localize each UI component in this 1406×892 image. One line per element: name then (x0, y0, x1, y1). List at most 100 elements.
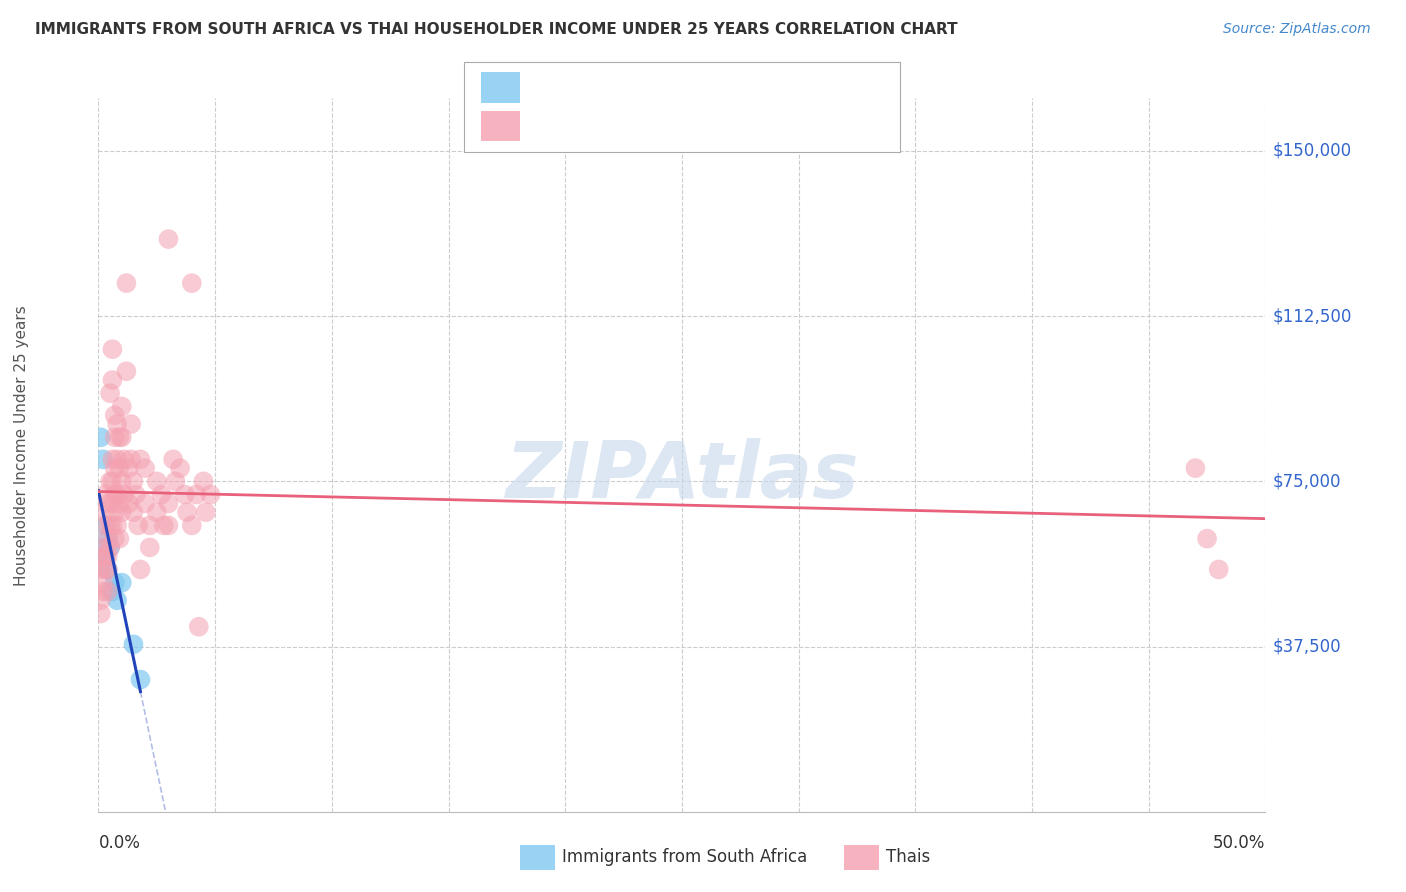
Text: Source: ZipAtlas.com: Source: ZipAtlas.com (1223, 22, 1371, 37)
Point (129, 562, 152, 576)
Point (1195, 532, 1218, 546)
Text: N =: N = (672, 117, 709, 135)
Point (90, 562, 112, 576)
Text: R =: R = (531, 117, 568, 135)
Point (98, 386, 121, 401)
Text: Immigrants from South Africa: Immigrants from South Africa (562, 848, 807, 866)
Point (157, 518, 180, 533)
Text: IMMIGRANTS FROM SOUTH AFRICA VS THAI HOUSEHOLDER INCOME UNDER 25 YEARS CORRELATI: IMMIGRANTS FROM SOUTH AFRICA VS THAI HOU… (35, 22, 957, 37)
Point (90, 430, 112, 444)
Point (94, 549, 117, 564)
Point (98, 518, 121, 533)
Text: -0.267: -0.267 (574, 78, 633, 96)
Text: N =: N = (672, 78, 709, 96)
Point (104, 461, 127, 475)
Point (122, 637, 145, 651)
Point (97, 549, 120, 564)
Point (98, 541, 121, 555)
Point (186, 487, 208, 501)
Point (105, 487, 128, 501)
Point (129, 452, 152, 467)
Point (134, 461, 156, 475)
Point (98, 541, 121, 555)
Point (101, 475, 124, 489)
Point (91, 505, 114, 519)
Text: $150,000: $150,000 (1272, 142, 1351, 160)
Point (187, 620, 209, 634)
Text: 14: 14 (714, 78, 737, 96)
Point (146, 475, 169, 489)
Point (162, 452, 184, 467)
Point (91, 575, 114, 590)
Point (111, 505, 134, 519)
Point (157, 232, 180, 246)
Point (101, 342, 124, 356)
Point (97, 562, 120, 576)
Point (101, 518, 124, 533)
Point (91, 549, 114, 564)
Point (139, 541, 162, 555)
Point (97, 496, 120, 510)
Point (125, 487, 148, 501)
Point (97, 532, 120, 546)
Point (98, 475, 121, 489)
Point (146, 505, 169, 519)
Point (104, 505, 127, 519)
Point (91, 584, 114, 599)
Point (105, 518, 128, 533)
Point (115, 364, 138, 378)
Text: 0.381: 0.381 (574, 117, 631, 135)
Point (97, 532, 120, 546)
Text: Thais: Thais (886, 848, 929, 866)
Point (118, 496, 141, 510)
Point (200, 487, 222, 501)
Point (104, 430, 127, 444)
Point (139, 518, 162, 533)
Point (104, 409, 127, 423)
Point (111, 430, 134, 444)
Point (105, 452, 128, 467)
Point (1184, 461, 1206, 475)
Point (111, 475, 134, 489)
Point (108, 430, 131, 444)
Point (101, 452, 124, 467)
Point (97, 562, 120, 576)
Point (112, 487, 135, 501)
Point (165, 475, 187, 489)
Point (118, 461, 141, 475)
Point (122, 505, 145, 519)
Point (150, 487, 173, 501)
Point (94, 518, 117, 533)
Point (157, 496, 180, 510)
Point (173, 487, 195, 501)
Point (111, 575, 134, 590)
Point (193, 475, 215, 489)
Point (108, 461, 131, 475)
Text: $112,500: $112,500 (1272, 307, 1351, 326)
Point (115, 276, 138, 290)
Point (152, 518, 174, 533)
Point (97, 584, 120, 599)
Point (180, 518, 202, 533)
Point (120, 417, 142, 431)
Point (134, 496, 156, 510)
Point (104, 575, 127, 590)
Text: ZIPAtlas: ZIPAtlas (505, 438, 859, 515)
Point (194, 505, 217, 519)
Point (105, 593, 128, 607)
Point (129, 673, 152, 687)
Text: 0.0%: 0.0% (98, 834, 141, 852)
Text: 50.0%: 50.0% (1213, 834, 1265, 852)
Text: 87: 87 (714, 117, 737, 135)
Point (101, 373, 124, 387)
Text: R =: R = (531, 78, 568, 96)
Point (104, 487, 127, 501)
Point (104, 532, 127, 546)
Point (94, 518, 117, 533)
Point (94, 541, 117, 555)
Point (169, 461, 191, 475)
Point (91, 452, 114, 467)
Point (112, 452, 135, 467)
Point (122, 475, 145, 489)
Point (108, 532, 131, 546)
